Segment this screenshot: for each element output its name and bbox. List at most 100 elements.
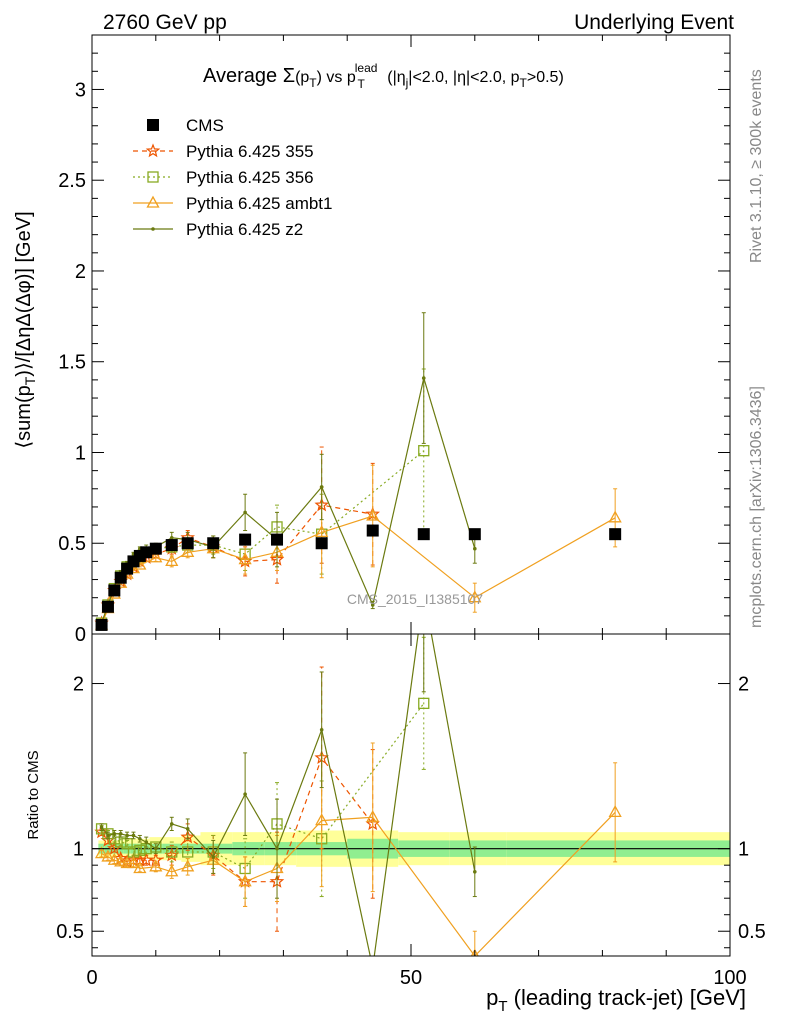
main-cms-point bbox=[207, 537, 220, 550]
main-z2-point bbox=[319, 485, 324, 489]
main-cms-point bbox=[108, 584, 121, 597]
main-y-tick-label: 2 bbox=[75, 261, 86, 283]
main-cms-series bbox=[95, 524, 622, 631]
ratio-y-tick-label: 0.5 bbox=[56, 921, 84, 943]
ratio-z2-point bbox=[319, 727, 324, 732]
ratio-356-point bbox=[182, 846, 194, 858]
rivet-label: Rivet 3.1.10, ≥ 300k events bbox=[748, 69, 765, 263]
main-z2-point bbox=[243, 510, 247, 515]
ratio-z2-point bbox=[118, 832, 123, 836]
ratio-y-tick-label: 2 bbox=[73, 674, 84, 696]
legend: CMS Pythia 6.425 355 Pythia 6.425 356 Pythi… bbox=[133, 116, 332, 239]
x-tick-label: 100 bbox=[713, 967, 746, 989]
main-z2-line bbox=[101, 375, 476, 624]
main-cms-point bbox=[95, 618, 108, 631]
ratio-z2-point bbox=[144, 840, 149, 844]
ratio-ambt1-point bbox=[149, 859, 163, 872]
main-cms-point bbox=[101, 600, 114, 613]
legend-label: Pythia 6.425 z2 bbox=[186, 220, 303, 239]
ratio-356-point bbox=[134, 844, 146, 856]
ratio-ambt1-point bbox=[315, 813, 329, 826]
legend-label: Pythia 6.425 ambt1 bbox=[186, 194, 332, 213]
legend-label: Pythia 6.425 356 bbox=[186, 168, 314, 187]
legend-marker bbox=[151, 227, 155, 231]
main-z2-point bbox=[370, 603, 375, 607]
main-cms-point bbox=[149, 542, 162, 555]
ratio-ambt1-point bbox=[126, 856, 141, 869]
main-ambt1-point bbox=[165, 554, 179, 567]
ratio-ambt1-point bbox=[120, 856, 134, 869]
main-cms-point bbox=[468, 528, 481, 541]
main-y-tick-label: 1 bbox=[75, 442, 86, 464]
main-cms-point bbox=[417, 528, 430, 541]
main-z2-point bbox=[473, 546, 477, 551]
ratio-panel: 0 50 100 0.5 0.5 1 1 2 2 Ratio to CMS pT (leadin… bbox=[25, 633, 766, 1015]
main-cms-point bbox=[114, 571, 127, 584]
ratio-ambt1-point bbox=[470, 948, 479, 956]
ratio-z2-point bbox=[275, 846, 279, 851]
main-cms-point bbox=[271, 533, 284, 546]
legend-marker bbox=[145, 143, 161, 158]
ratio-z2-point bbox=[125, 833, 129, 838]
main-cms-point bbox=[609, 528, 622, 541]
ratio-ambt1-point bbox=[608, 804, 622, 817]
main-cms-point bbox=[239, 533, 252, 546]
x-tick-label: 0 bbox=[86, 967, 97, 989]
ratio-y-tick-label-right: 2 bbox=[738, 674, 749, 696]
main-ambt1-point bbox=[468, 590, 482, 603]
main-y-axis-label: ⟨sum(pT)⟩/[ΔηΔ(Δφ)] [GeV] bbox=[13, 211, 38, 448]
main-ambt1-point bbox=[366, 508, 380, 521]
main-cms-point bbox=[366, 524, 379, 537]
main-ambt1-point bbox=[149, 550, 163, 563]
main-cms-point bbox=[165, 539, 178, 552]
main-356-point bbox=[418, 445, 430, 457]
ratio-ambt1-point bbox=[101, 849, 115, 862]
ratio-y-axis-label: Ratio to CMS bbox=[25, 750, 42, 839]
main-y-tick-label: 3 bbox=[75, 79, 86, 101]
main-y-tick-label: 1.5 bbox=[58, 352, 86, 374]
main-355-series bbox=[94, 446, 380, 630]
ratio-356-point bbox=[166, 846, 178, 858]
main-y-tick-label: 2.5 bbox=[58, 170, 86, 192]
ratio-356-point bbox=[418, 697, 430, 710]
ratio-z2-line bbox=[101, 634, 476, 956]
ratio-ambt1-series bbox=[94, 742, 622, 956]
main-ambt1-point bbox=[608, 510, 622, 523]
x-axis-label: pT (leading track-jet) [GeV] bbox=[486, 985, 746, 1015]
legend-marker bbox=[147, 119, 159, 131]
main-ambt1-point bbox=[238, 552, 252, 565]
mcplots-label: mcplots.cern.ch [arXiv:1306.3436] bbox=[748, 386, 765, 628]
ratio-355-line bbox=[101, 756, 374, 883]
ratio-z2-point bbox=[99, 825, 104, 829]
header-right: Underlying Event bbox=[574, 11, 734, 34]
main-z2-series bbox=[99, 312, 477, 626]
ratio-ambt1-point bbox=[114, 854, 128, 867]
ratio-z2-point bbox=[185, 827, 190, 831]
main-cms-point bbox=[181, 537, 194, 550]
ratio-ambt1-point bbox=[238, 874, 252, 887]
legend-marker bbox=[147, 171, 159, 183]
ratio-z2-point bbox=[106, 833, 110, 838]
main-cms-point bbox=[140, 546, 153, 559]
legend-label: CMS bbox=[186, 116, 224, 135]
ratio-y-tick-label-right: 1 bbox=[738, 839, 749, 861]
analysis-watermark: CMS_2015_I1385107 bbox=[347, 591, 483, 607]
ratio-ambt1-point bbox=[133, 861, 147, 874]
ratio-ambt1-point bbox=[107, 852, 121, 865]
header-left: 2760 GeV pp bbox=[103, 11, 227, 34]
ratio-z2-point bbox=[131, 833, 136, 838]
main-z2-point bbox=[421, 376, 426, 380]
ratio-ambt1-point bbox=[181, 859, 195, 872]
ratio-z2-point bbox=[211, 855, 216, 859]
legend-label: Pythia 6.425 355 bbox=[186, 142, 314, 161]
ratio-ambt1-point bbox=[165, 864, 179, 877]
main-title: Average Σ(pT) vs plead T (|ηj|<2.0, |η|<2… bbox=[203, 61, 564, 91]
ratio-z2-point bbox=[112, 832, 117, 836]
x-tick-label: 50 bbox=[400, 967, 422, 989]
ratio-y-tick-label: 1 bbox=[73, 839, 84, 861]
ratio-ambt1-point bbox=[366, 809, 380, 822]
main-y-tick-label: 0 bbox=[75, 624, 86, 646]
ratio-z2-point bbox=[371, 966, 375, 970]
ratio-z2-point bbox=[473, 869, 477, 874]
